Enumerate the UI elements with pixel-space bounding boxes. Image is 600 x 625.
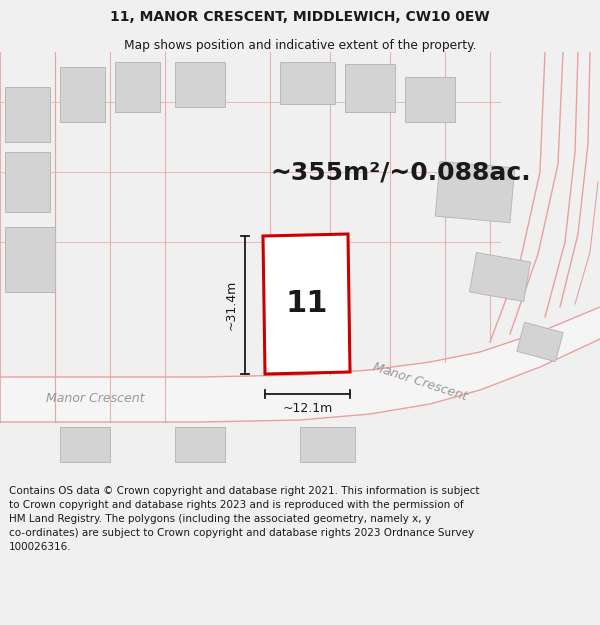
Text: 11: 11 <box>285 289 328 319</box>
Text: Manor Crescent: Manor Crescent <box>46 391 144 404</box>
Polygon shape <box>5 87 50 142</box>
Text: ~31.4m: ~31.4m <box>224 280 238 330</box>
Polygon shape <box>435 161 515 222</box>
Polygon shape <box>345 64 395 112</box>
Polygon shape <box>469 253 530 301</box>
Polygon shape <box>175 62 225 107</box>
Polygon shape <box>405 77 455 122</box>
Text: ~355m²/~0.088ac.: ~355m²/~0.088ac. <box>270 160 530 184</box>
Polygon shape <box>263 234 350 374</box>
Text: Map shows position and indicative extent of the property.: Map shows position and indicative extent… <box>124 39 476 52</box>
Polygon shape <box>0 307 600 422</box>
Polygon shape <box>60 67 105 122</box>
Polygon shape <box>115 62 160 112</box>
Polygon shape <box>60 427 110 462</box>
Polygon shape <box>5 227 55 292</box>
Polygon shape <box>270 262 340 337</box>
Text: Contains OS data © Crown copyright and database right 2021. This information is : Contains OS data © Crown copyright and d… <box>9 486 479 552</box>
Text: Manor Crescent: Manor Crescent <box>371 361 469 403</box>
Polygon shape <box>175 427 225 462</box>
Polygon shape <box>280 62 335 104</box>
Text: ~12.1m: ~12.1m <box>283 401 332 414</box>
Text: 11, MANOR CRESCENT, MIDDLEWICH, CW10 0EW: 11, MANOR CRESCENT, MIDDLEWICH, CW10 0EW <box>110 11 490 24</box>
Polygon shape <box>517 322 563 362</box>
Polygon shape <box>5 152 50 212</box>
Polygon shape <box>300 427 355 462</box>
